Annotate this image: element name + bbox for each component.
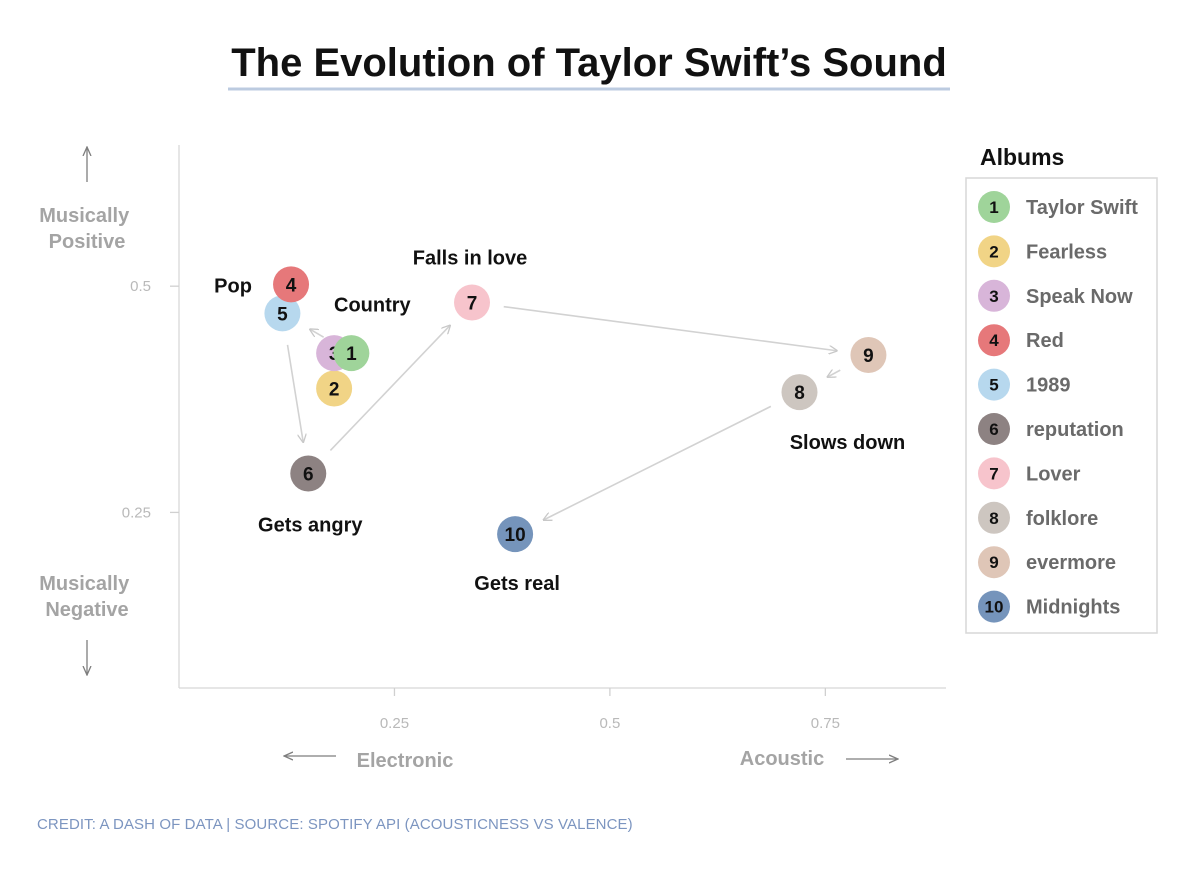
legend-item: 2 Fearless xyxy=(978,235,1107,268)
y-tick-label: 0.25 xyxy=(122,504,151,521)
legend-item: 6 reputation xyxy=(978,413,1124,445)
data-point: 1 xyxy=(333,335,370,372)
x-tick-label: 0.25 xyxy=(380,715,409,732)
legend-number: 3 xyxy=(989,287,998,306)
data-point: 2 xyxy=(316,370,353,407)
legend-item: 10 Midnights xyxy=(978,590,1120,623)
data-point-marker xyxy=(497,516,534,553)
data-point-marker xyxy=(333,335,370,372)
legend-number: 1 xyxy=(989,198,998,217)
legend-number: 8 xyxy=(989,509,998,528)
data-point-label: 5 xyxy=(277,304,288,325)
legend-number: 2 xyxy=(989,242,998,261)
data-point: 10 xyxy=(497,516,534,553)
annotation-label: Gets real xyxy=(474,573,560,595)
legend-label: Fearless xyxy=(1026,241,1107,263)
evolution-arrow xyxy=(503,305,837,351)
annotation-label: Slows down xyxy=(790,432,906,454)
evolution-arrow xyxy=(310,329,325,338)
data-point-label: 4 xyxy=(286,275,297,296)
annotation-label: Falls in love xyxy=(413,247,527,269)
annotation-label: Country xyxy=(334,294,412,316)
y-top-label-line: Positive xyxy=(49,231,126,253)
data-point: 5 xyxy=(264,295,301,332)
annotation-label: Pop xyxy=(214,275,252,297)
legend-label: 1989 xyxy=(1026,375,1071,397)
y-top-label-line: Musically xyxy=(39,205,130,227)
legend-swatch xyxy=(978,191,1010,223)
evolution-arrow xyxy=(329,326,449,451)
legend-title: Albums xyxy=(980,144,1064,170)
legend-item: 5 1989 xyxy=(978,368,1071,401)
source-credit: CREDIT: A DASH OF DATA | SOURCE: SPOTIFY… xyxy=(37,816,633,833)
legend-item: 7 Lover xyxy=(978,457,1081,490)
data-point-marker xyxy=(850,336,887,373)
data-point: 4 xyxy=(273,266,310,303)
data-point-label: 9 xyxy=(863,346,874,367)
legend-item: 9 evermore xyxy=(978,546,1116,579)
annotation-label: Gets angry xyxy=(258,515,363,537)
legend-item: 1 Taylor Swift xyxy=(978,191,1138,223)
legend-label: evermore xyxy=(1026,552,1116,574)
legend-swatch xyxy=(978,235,1010,268)
evolution-arrow xyxy=(544,405,772,519)
legend-label: Lover xyxy=(1026,463,1081,485)
legend-item: 8 folklore xyxy=(978,501,1098,534)
legend-number: 9 xyxy=(989,553,998,572)
data-point: 6 xyxy=(290,455,327,492)
legend-number: 7 xyxy=(989,464,998,483)
data-point-marker xyxy=(273,266,310,303)
y-bottom-label-line: Negative xyxy=(45,599,128,621)
legend-swatch xyxy=(978,501,1010,534)
legend-swatch xyxy=(978,546,1010,579)
legend-label: Midnights xyxy=(1026,597,1120,619)
legend-item: 4 Red xyxy=(978,324,1064,357)
x-left-label: Electronic xyxy=(357,750,454,772)
evolution-arrow xyxy=(828,370,841,377)
x-right-label: Acoustic xyxy=(740,748,824,770)
data-point-marker xyxy=(290,455,327,492)
data-point-label: 6 xyxy=(303,465,314,486)
legend-swatch xyxy=(978,590,1010,623)
data-point-marker xyxy=(316,370,353,407)
data-point-marker xyxy=(781,374,818,411)
x-tick-label: 0.5 xyxy=(599,715,620,732)
legend-swatch xyxy=(978,413,1010,445)
legend-swatch xyxy=(978,457,1010,490)
data-point-label: 10 xyxy=(505,525,526,546)
legend-swatch xyxy=(978,279,1010,312)
y-bottom-label: Musically Negative xyxy=(39,573,135,621)
legend-box xyxy=(965,177,1158,634)
data-point-label: 7 xyxy=(467,293,478,314)
legend-label: Red xyxy=(1026,330,1064,352)
data-point: 8 xyxy=(781,374,818,411)
chart-title: The Evolution of Taylor Swift’s Sound xyxy=(231,41,947,85)
y-tick-label: 0.5 xyxy=(130,278,151,295)
legend-label: Speak Now xyxy=(1026,286,1133,308)
legend-label: folklore xyxy=(1026,508,1098,530)
y-bottom-label-line: Musically xyxy=(39,573,130,595)
legend-number: 5 xyxy=(989,376,998,395)
y-top-label: Musically Positive xyxy=(39,205,135,253)
data-point-label: 1 xyxy=(346,344,357,365)
data-point-marker xyxy=(264,295,301,332)
legend-number: 10 xyxy=(985,598,1004,617)
data-point: 9 xyxy=(850,336,887,373)
data-point-marker xyxy=(454,284,491,321)
data-point-label: 2 xyxy=(329,379,340,400)
legend-label: Taylor Swift xyxy=(1026,197,1138,219)
data-point: 7 xyxy=(454,284,491,321)
data-point-label: 8 xyxy=(794,383,805,404)
chart: The Evolution of Taylor Swift’s Sound Mu… xyxy=(39,41,1158,772)
legend-item: 3 Speak Now xyxy=(978,279,1133,312)
legend-number: 4 xyxy=(989,331,999,350)
legend-label: reputation xyxy=(1026,419,1124,441)
x-tick-label: 0.75 xyxy=(811,715,840,732)
evolution-arrow xyxy=(286,344,304,442)
legend-swatch xyxy=(978,368,1010,401)
legend-number: 6 xyxy=(989,420,998,439)
legend-swatch xyxy=(978,324,1010,357)
